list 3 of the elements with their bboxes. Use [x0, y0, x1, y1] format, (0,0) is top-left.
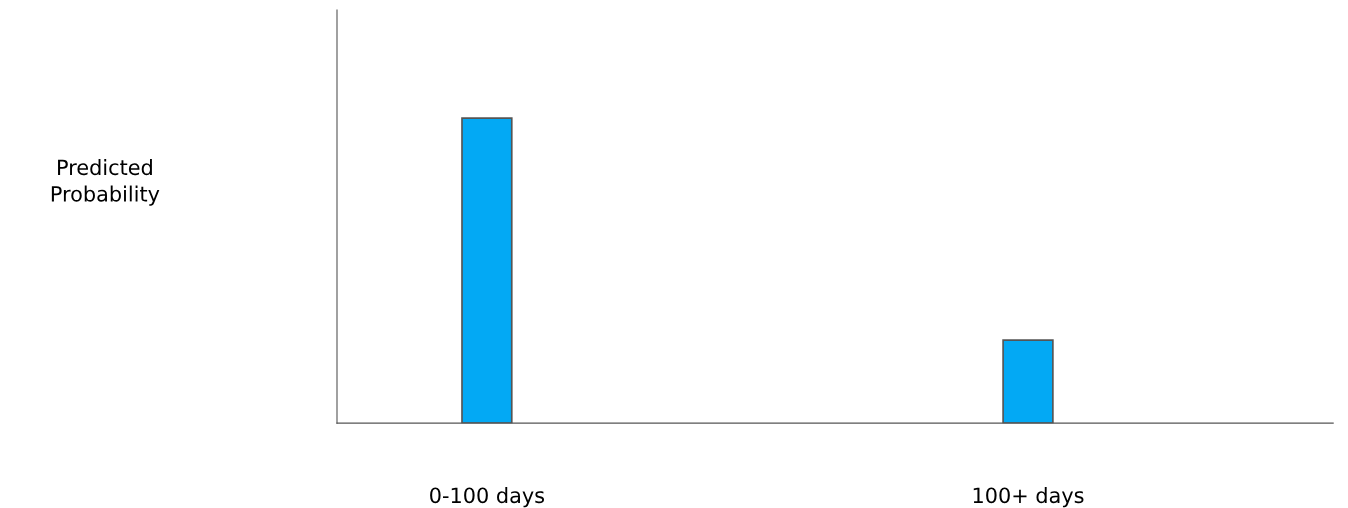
x-tick-label: 100+ days [973, 487, 1084, 508]
x-tick-label: 0-100 days [430, 487, 545, 508]
text: Predicted Probability [51, 159, 160, 206]
